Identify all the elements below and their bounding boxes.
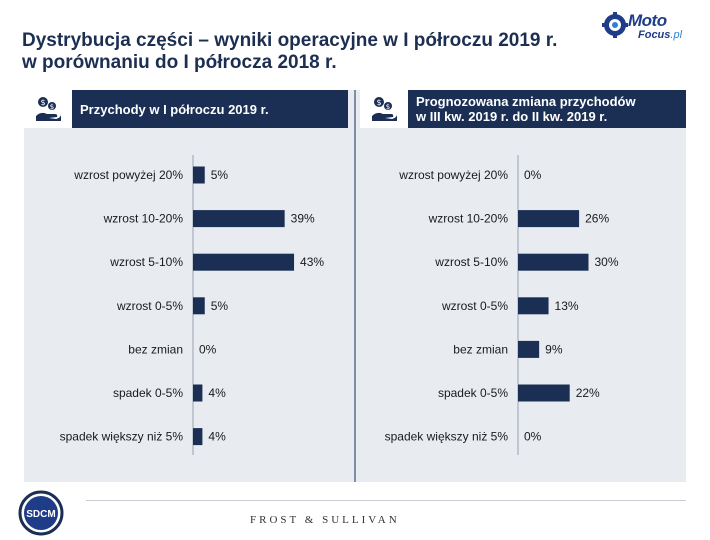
right-chart-bar bbox=[518, 297, 549, 315]
left-chart-value-label: 43% bbox=[300, 255, 324, 269]
panel-divider bbox=[354, 90, 356, 482]
right-chart-value-label: 26% bbox=[585, 212, 609, 226]
slide-title: Dystrybucja części – wyniki operacyjne w… bbox=[22, 30, 557, 74]
left-chart-category-label: wzrost 5-10% bbox=[109, 255, 183, 269]
svg-text:$: $ bbox=[376, 98, 381, 107]
slide-title-line-1: Dystrybucja części – wyniki operacyjne w… bbox=[22, 30, 558, 51]
left-chart-value-label: 5% bbox=[211, 168, 229, 182]
right-chart-category-label: spadek większy niż 5% bbox=[385, 430, 509, 444]
money-hand-icon: $ $ bbox=[372, 97, 397, 121]
left-chart-bar bbox=[193, 166, 205, 184]
right-chart-category-label: bez zmian bbox=[453, 342, 508, 356]
left-chart-bar bbox=[193, 297, 205, 315]
left-chart-category-label: bez zmian bbox=[128, 342, 183, 356]
footer-divider bbox=[86, 500, 686, 501]
logo-focus-word: Focus bbox=[638, 29, 671, 41]
right-chart-bar bbox=[518, 384, 570, 402]
right-chart-value-label: 9% bbox=[545, 342, 563, 356]
left-chart-value-label: 39% bbox=[291, 212, 315, 226]
left-chart-value-label: 4% bbox=[208, 430, 226, 444]
sdcm-logo-text: SDCM bbox=[26, 509, 55, 520]
right-header-icon-box: $ $ bbox=[360, 90, 408, 128]
left-chart-bar bbox=[193, 210, 285, 228]
right-panel-header: $ $ Prognozowana zmiana przychodów w III… bbox=[360, 90, 686, 128]
svg-text:$: $ bbox=[386, 103, 390, 111]
right-chart-value-label: 22% bbox=[576, 386, 600, 400]
right-chart-bar bbox=[518, 210, 580, 228]
right-chart-value-label: 13% bbox=[555, 299, 579, 313]
left-header-title: Przychody w I półroczu 2019 r. bbox=[80, 90, 269, 128]
left-chart-bar bbox=[193, 384, 203, 402]
left-chart-bar bbox=[193, 253, 295, 271]
right-chart-value-label: 30% bbox=[595, 255, 619, 269]
right-chart-bar bbox=[518, 340, 540, 358]
left-header-line-1: Przychody w I półroczu 2019 r. bbox=[80, 101, 269, 117]
logo-moto-text: Moto bbox=[628, 11, 667, 30]
right-header-title: Prognozowana zmiana przychodów w III kw.… bbox=[416, 90, 636, 128]
left-chart-value-label: 4% bbox=[208, 386, 226, 400]
left-chart-value-label: 0% bbox=[199, 342, 217, 356]
right-chart-value-label: 0% bbox=[524, 430, 542, 444]
frost-sullivan-logo: FROST & SULLIVAN bbox=[250, 514, 400, 526]
right-chart-category-label: wzrost 5-10% bbox=[434, 255, 508, 269]
svg-text:$: $ bbox=[50, 103, 54, 111]
sdcm-logo: SDCM bbox=[18, 490, 64, 536]
left-chart-category-label: wzrost 10-20% bbox=[103, 212, 184, 226]
right-header-line-1: Prognozowana zmiana przychodów bbox=[416, 94, 636, 109]
left-chart-category-label: spadek 0-5% bbox=[113, 386, 183, 400]
right-header-line-2: w III kw. 2019 r. do II kw. 2019 r. bbox=[416, 109, 608, 124]
right-chart-bar bbox=[518, 253, 589, 271]
right-chart-category-label: wzrost powyżej 20% bbox=[398, 168, 508, 182]
right-chart-category-label: wzrost 10-20% bbox=[428, 212, 509, 226]
svg-text:$: $ bbox=[40, 98, 45, 107]
left-chart-category-label: wzrost 0-5% bbox=[116, 299, 183, 313]
slide-title-line-2: w porównaniu do I półrocza 2018 r. bbox=[22, 52, 337, 73]
money-hand-icon: $ $ bbox=[36, 97, 61, 121]
right-chart-category-label: spadek 0-5% bbox=[438, 386, 508, 400]
left-chart-category-label: spadek większy niż 5% bbox=[60, 430, 184, 444]
right-chart-value-label: 0% bbox=[524, 168, 542, 182]
left-header-icon-box: $ $ bbox=[24, 90, 72, 128]
left-panel-header: $ $ Przychody w I półroczu 2019 r. bbox=[24, 90, 348, 128]
logo-focus-text: Focus.pl bbox=[638, 29, 682, 41]
left-chart-category-label: wzrost powyżej 20% bbox=[73, 168, 183, 182]
motofocus-logo: Moto Focus.pl bbox=[602, 10, 692, 44]
left-chart-bar bbox=[193, 428, 203, 446]
left-chart-value-label: 5% bbox=[211, 299, 229, 313]
motofocus-gear-logo-icon bbox=[602, 12, 628, 38]
logo-pl-suffix: .pl bbox=[670, 29, 683, 41]
right-chart-category-label: wzrost 0-5% bbox=[441, 299, 508, 313]
